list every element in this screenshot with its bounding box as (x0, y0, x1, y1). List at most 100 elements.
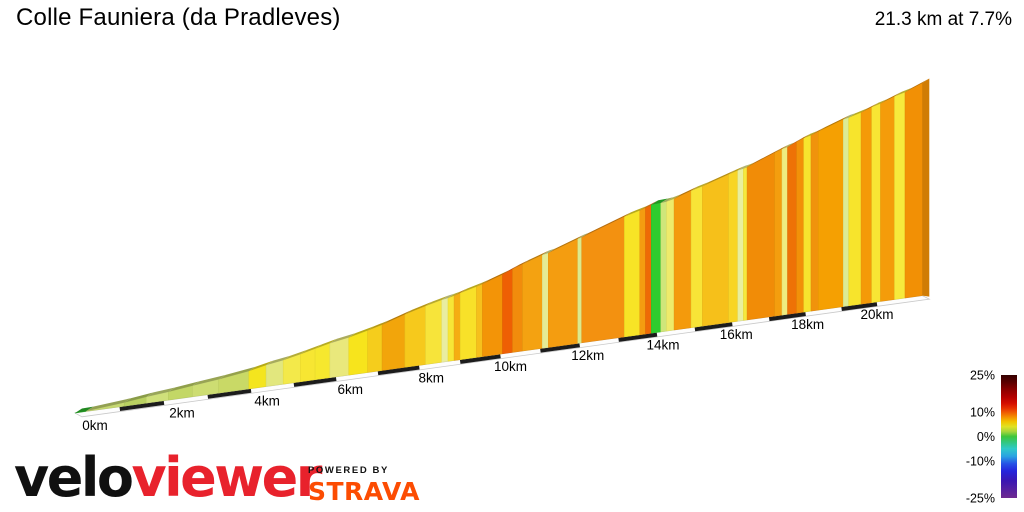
gradient-segment[interactable] (660, 201, 667, 333)
segment-top-surface (441, 293, 455, 300)
gradient-segment[interactable] (645, 204, 652, 335)
gradient-segment[interactable] (624, 210, 641, 338)
segment-top-surface (329, 333, 356, 344)
segment-top-surface (283, 349, 308, 361)
gradient-segment[interactable] (348, 330, 368, 376)
legend-label: 10% (970, 405, 995, 419)
segment-top-surface (454, 288, 468, 296)
segment-top-surface (818, 114, 851, 132)
axis-tick-label: 4km (254, 394, 280, 409)
axis-tick-label: 18km (791, 317, 824, 332)
segment-top-surface (894, 87, 912, 97)
gradient-segment[interactable] (702, 174, 729, 327)
segment-top-surface (880, 91, 902, 104)
veloviewer-logo[interactable]: veloviewer (14, 451, 322, 505)
legend-label: 0% (977, 430, 995, 444)
gradient-segment[interactable] (728, 170, 739, 323)
axis-tick-label: 2km (169, 406, 195, 421)
segment-top-surface (803, 130, 818, 139)
axis-tick-label: 20km (860, 307, 893, 322)
axis-tick-label: 12km (571, 348, 604, 363)
gradient-segment[interactable] (482, 274, 503, 357)
segment-top-surface (674, 186, 699, 199)
segment-top-surface (861, 102, 879, 113)
gradient-segment[interactable] (651, 202, 662, 334)
gradient-segment[interactable] (548, 238, 579, 348)
gradient-segment[interactable] (329, 337, 350, 378)
segment-top-surface (482, 270, 510, 284)
gradient-segment[interactable] (860, 106, 872, 305)
gradient-segment[interactable] (639, 207, 646, 336)
segment-top-surface (728, 165, 745, 175)
gradient-segment[interactable] (843, 117, 849, 307)
gradient-segment[interactable] (522, 254, 543, 352)
axis-tick-label: 6km (337, 382, 363, 397)
segment-top-surface (367, 320, 390, 331)
gradient-segment[interactable] (476, 283, 483, 358)
gradient-segment[interactable] (810, 131, 819, 312)
axis-tick-label: 0km (82, 418, 108, 433)
gradient-segment[interactable] (746, 152, 775, 321)
gradient-segment[interactable] (367, 324, 383, 373)
segment-top-surface (348, 326, 375, 338)
gradient-segment[interactable] (577, 237, 582, 344)
gradient-segment[interactable] (848, 112, 862, 307)
segment-top-surface (782, 142, 795, 149)
segment-top-surface (266, 355, 291, 366)
segment-top-surface (848, 108, 869, 118)
segment-top-surface (476, 279, 490, 287)
segment-top-surface (75, 406, 94, 413)
gradient-segment[interactable] (453, 292, 461, 361)
gradient-segment[interactable] (447, 295, 455, 362)
profile-end-cap (922, 78, 930, 297)
segment-top-surface (460, 282, 484, 293)
gradient-segment[interactable] (774, 148, 783, 317)
gradient-segment[interactable] (425, 299, 443, 365)
gradient-segment[interactable] (542, 252, 549, 349)
segment-top-surface (448, 291, 462, 298)
page-title: Colle Fauniera (da Pradleves) (16, 4, 341, 31)
axis-tick-bar (618, 332, 658, 342)
gradient-segment[interactable] (818, 119, 844, 311)
segment-top-surface (192, 374, 226, 386)
strava-attribution[interactable]: POWERED BY STRAVA (308, 465, 420, 506)
gradient-segment[interactable] (673, 190, 692, 331)
segment-top-surface (660, 197, 674, 203)
segment-top-surface (300, 344, 323, 355)
gradient-segment[interactable] (871, 103, 881, 303)
gradient-segment[interactable] (502, 268, 513, 355)
segment-top-surface (743, 162, 755, 169)
gradient-segment[interactable] (441, 297, 449, 363)
veloviewer-logo-viewer: viewer (131, 446, 322, 509)
segment-top-surface (774, 144, 789, 153)
segment-top-surface (522, 250, 550, 265)
gradient-segment[interactable] (581, 216, 625, 344)
axis-tick-label: 16km (720, 327, 753, 342)
gradient-segment[interactable] (787, 141, 797, 315)
gradient-segment[interactable] (904, 82, 923, 299)
gradient-segment[interactable] (314, 342, 331, 380)
gradient-segment[interactable] (300, 348, 316, 383)
gradient-segment[interactable] (459, 286, 477, 360)
legend-label: -25% (966, 492, 995, 506)
gradient-segment[interactable] (803, 134, 812, 313)
gradient-segment[interactable] (512, 263, 523, 353)
segment-top-surface (425, 295, 449, 306)
axis-tick-bar (540, 343, 580, 353)
gradient-segment[interactable] (796, 137, 805, 314)
segment-top-surface (168, 381, 200, 392)
gradient-segment[interactable] (880, 95, 895, 302)
gradient-segment[interactable] (737, 168, 744, 322)
gradient-segment[interactable] (894, 91, 906, 300)
segment-top-surface (512, 259, 530, 269)
gradient-segment[interactable] (404, 305, 426, 368)
gradient-segment[interactable] (690, 185, 703, 328)
legend-label: 25% (970, 369, 995, 383)
gradient-segment[interactable] (781, 146, 788, 316)
powered-by-label: POWERED BY (308, 465, 389, 476)
gradient-segment[interactable] (666, 198, 675, 332)
distance-axis-labels: 0km 2km 4km 6km 8km 10km 12km 14km 16km 18km 20km (82, 307, 893, 433)
gradient-segment[interactable] (743, 166, 748, 321)
